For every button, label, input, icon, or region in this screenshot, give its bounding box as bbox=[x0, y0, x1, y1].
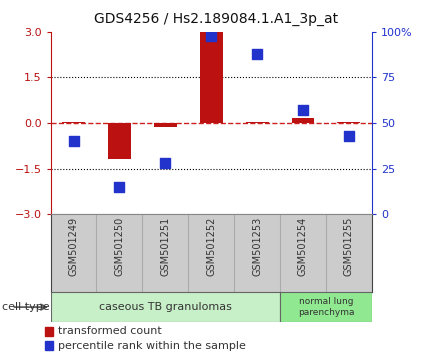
Bar bbox=[154, 123, 177, 127]
Text: GSM501249: GSM501249 bbox=[69, 217, 79, 276]
Text: normal lung
parenchyma: normal lung parenchyma bbox=[298, 297, 354, 317]
Text: GSM501254: GSM501254 bbox=[298, 217, 308, 276]
Bar bbox=[280, 292, 372, 322]
Text: GSM501250: GSM501250 bbox=[114, 217, 125, 276]
Point bbox=[116, 184, 123, 190]
Point bbox=[208, 33, 215, 38]
Point bbox=[253, 51, 260, 57]
Bar bbox=[200, 32, 223, 123]
Point bbox=[162, 160, 169, 166]
Text: GSM501255: GSM501255 bbox=[344, 217, 354, 276]
Text: percentile rank within the sample: percentile rank within the sample bbox=[58, 341, 246, 351]
Bar bbox=[246, 122, 268, 123]
Bar bbox=[337, 122, 360, 123]
Text: caseous TB granulomas: caseous TB granulomas bbox=[99, 302, 232, 312]
Point bbox=[70, 138, 77, 144]
Text: cell type: cell type bbox=[2, 302, 50, 312]
Bar bbox=[45, 341, 53, 350]
Text: GSM501252: GSM501252 bbox=[206, 217, 216, 276]
Bar bbox=[62, 122, 85, 123]
Bar bbox=[291, 119, 315, 123]
Text: GSM501251: GSM501251 bbox=[160, 217, 170, 276]
Point bbox=[345, 133, 352, 139]
Text: GDS4256 / Hs2.189084.1.A1_3p_at: GDS4256 / Hs2.189084.1.A1_3p_at bbox=[94, 12, 337, 27]
Bar bbox=[108, 123, 131, 159]
Text: transformed count: transformed count bbox=[58, 326, 162, 336]
Text: GSM501253: GSM501253 bbox=[252, 217, 262, 276]
Bar bbox=[51, 292, 280, 322]
Bar bbox=[45, 327, 53, 336]
Point bbox=[300, 107, 307, 113]
